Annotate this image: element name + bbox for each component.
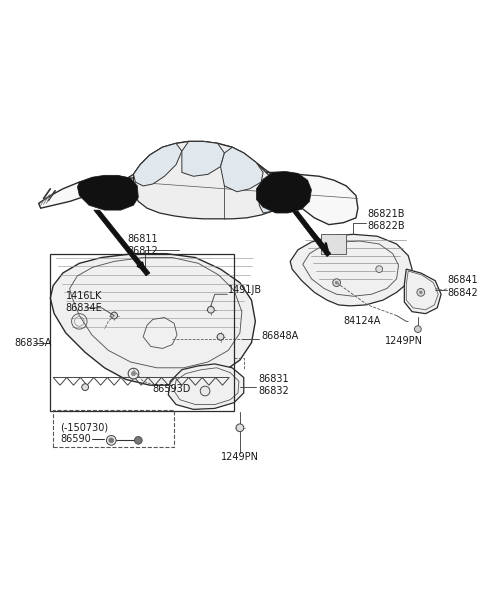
Circle shape — [134, 436, 142, 444]
Polygon shape — [292, 211, 331, 257]
Text: (-150730): (-150730) — [60, 423, 108, 433]
Circle shape — [417, 289, 425, 296]
Text: 86848A: 86848A — [261, 331, 299, 341]
Text: 86835A: 86835A — [14, 338, 52, 348]
Bar — [53, 410, 174, 447]
Text: 1416LK
86834E: 1416LK 86834E — [66, 291, 103, 313]
Circle shape — [200, 386, 210, 396]
Polygon shape — [256, 171, 312, 213]
Polygon shape — [50, 253, 255, 385]
Circle shape — [415, 325, 421, 333]
Circle shape — [217, 333, 224, 340]
Polygon shape — [321, 234, 346, 253]
Circle shape — [107, 436, 116, 445]
Polygon shape — [39, 142, 358, 224]
Polygon shape — [133, 143, 182, 186]
Circle shape — [111, 312, 118, 319]
Circle shape — [207, 306, 214, 313]
Text: 1491JB: 1491JB — [228, 286, 263, 295]
Polygon shape — [168, 364, 244, 410]
Polygon shape — [182, 142, 225, 176]
Polygon shape — [290, 234, 412, 306]
Circle shape — [335, 281, 338, 284]
Circle shape — [376, 266, 383, 272]
Text: 86821B
86822B: 86821B 86822B — [368, 209, 405, 231]
Circle shape — [128, 368, 139, 379]
Text: 84124A: 84124A — [343, 316, 381, 326]
Polygon shape — [133, 142, 282, 219]
Text: 86590: 86590 — [60, 434, 91, 445]
Text: 1249PN: 1249PN — [221, 452, 259, 462]
Text: 86841
86842: 86841 86842 — [447, 275, 478, 298]
Circle shape — [109, 438, 114, 443]
Circle shape — [333, 279, 340, 287]
Polygon shape — [404, 269, 441, 313]
Polygon shape — [259, 178, 282, 213]
Circle shape — [420, 291, 422, 294]
Text: 86831
86832: 86831 86832 — [258, 374, 289, 396]
Polygon shape — [220, 147, 263, 192]
Text: 86811
86812: 86811 86812 — [128, 234, 158, 256]
Circle shape — [236, 424, 244, 431]
Circle shape — [82, 384, 88, 390]
Circle shape — [132, 371, 136, 376]
Text: 1249PN: 1249PN — [385, 336, 423, 345]
Text: 86593D: 86593D — [153, 384, 191, 394]
Polygon shape — [77, 175, 138, 210]
Polygon shape — [94, 210, 150, 276]
